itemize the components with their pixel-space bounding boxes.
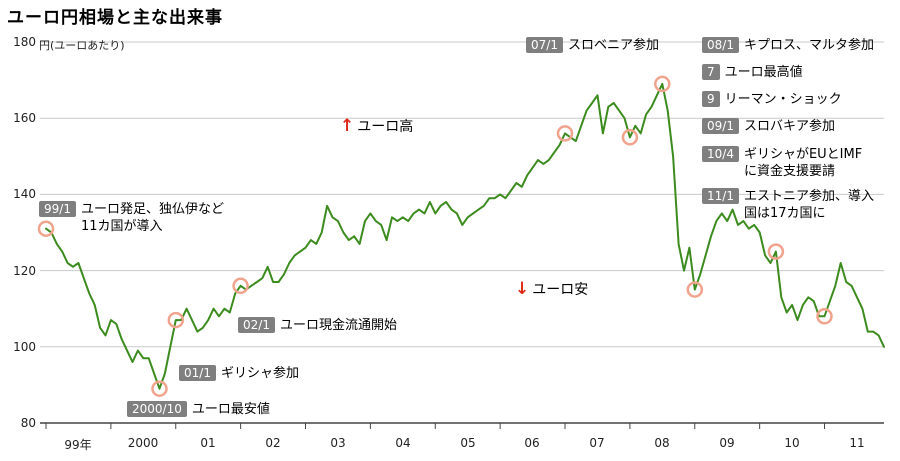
y-tick-label: 160	[13, 111, 36, 125]
x-tick-label: 03	[330, 436, 346, 450]
y-tick-label: 180	[13, 35, 36, 49]
annotation-label: ユーロ高	[357, 119, 414, 135]
event-label: に資金支援要請	[743, 164, 835, 179]
event-label: リーマン・ショック	[724, 92, 842, 107]
x-tick-label: 2000	[127, 436, 159, 450]
event-slovakia-joins: 09/1 スロバキア参加	[702, 118, 835, 135]
event-date-badge: 10/4	[702, 146, 739, 162]
event-cash-circulation: 02/1 ユーロ現金流通開始	[238, 317, 397, 334]
x-tick-label: 04	[395, 436, 411, 450]
event-lehman-shock: 9 リーマン・ショック	[702, 91, 842, 108]
event-slovenia-joins: 07/1 スロベニア参加	[526, 37, 659, 54]
event-label: ギリシャがEUとIMF	[743, 147, 863, 162]
event-label: エストニア参加、導入	[743, 189, 874, 204]
event-date-badge: 09/1	[702, 118, 739, 134]
event-label: ユーロ最安値	[191, 402, 270, 417]
annotation-euro-high: ↑ ユーロ高	[340, 116, 413, 136]
event-date-badge: 07/1	[526, 37, 563, 53]
event-date-badge: 08/1	[702, 37, 739, 53]
x-tick-label: 09	[719, 436, 735, 450]
event-label: ユーロ最高値	[724, 65, 803, 80]
x-tick-label: 08	[654, 436, 670, 450]
x-tick-label: 02	[265, 436, 281, 450]
y-tick-label: 120	[13, 264, 36, 278]
event-label: スロバキア参加	[743, 119, 835, 134]
event-estonia-joins: 11/1 エストニア参加、導入 国は17カ国に	[702, 188, 874, 222]
x-tick-label: 10	[784, 436, 800, 450]
y-axis-unit-label: 円(ユーロあたり)	[39, 39, 125, 52]
x-tick-label: 07	[589, 436, 605, 450]
event-greece-aid-request: 10/4 ギリシャがEUとIMF に資金支援要請	[702, 146, 862, 180]
event-date-badge: 7	[702, 64, 720, 80]
event-date-badge: 01/1	[179, 365, 216, 381]
event-label: 国は17カ国に	[743, 206, 826, 221]
event-euro-record-low: 2000/10 ユーロ最安値	[127, 401, 270, 418]
annotation-euro-low: ↓ ユーロ安	[515, 279, 588, 299]
x-tick-label: 06	[524, 436, 540, 450]
event-label: キプロス、マルタ参加	[743, 38, 874, 53]
event-label: ユーロ現金流通開始	[279, 318, 397, 333]
event-date-badge: 02/1	[238, 317, 275, 333]
event-date-badge: 9	[702, 91, 720, 107]
x-tick-label: 11	[849, 436, 865, 450]
x-tick-label: 05	[460, 436, 476, 450]
event-label: スロベニア参加	[567, 38, 659, 53]
x-tick-label: 99年	[64, 438, 92, 452]
event-label: ユーロ発足、独仏伊など	[80, 202, 224, 217]
x-tick-label: 01	[200, 436, 216, 450]
up-arrow-icon: ↑	[340, 115, 355, 136]
annotation-label: ユーロ安	[532, 282, 589, 298]
event-label: 11カ国が導入	[80, 219, 163, 234]
page-title: ユーロ円相場と主な出来事	[7, 8, 223, 28]
event-date-badge: 99/1	[39, 201, 76, 217]
event-date-badge: 11/1	[702, 188, 739, 204]
event-date-badge: 2000/10	[127, 401, 187, 417]
down-arrow-icon: ↓	[515, 278, 530, 299]
y-tick-label: 80	[20, 416, 36, 430]
y-tick-label: 140	[13, 187, 36, 201]
event-label: ギリシャ参加	[220, 366, 299, 381]
event-cyprus-malta-join: 08/1 キプロス、マルタ参加	[702, 37, 874, 54]
event-euro-launch: 99/1 ユーロ発足、独仏伊など 11カ国が導入	[39, 201, 224, 235]
event-greece-joins: 01/1 ギリシャ参加	[179, 365, 299, 382]
event-euro-record-high: 7 ユーロ最高値	[702, 64, 803, 81]
y-tick-label: 100	[13, 340, 36, 354]
